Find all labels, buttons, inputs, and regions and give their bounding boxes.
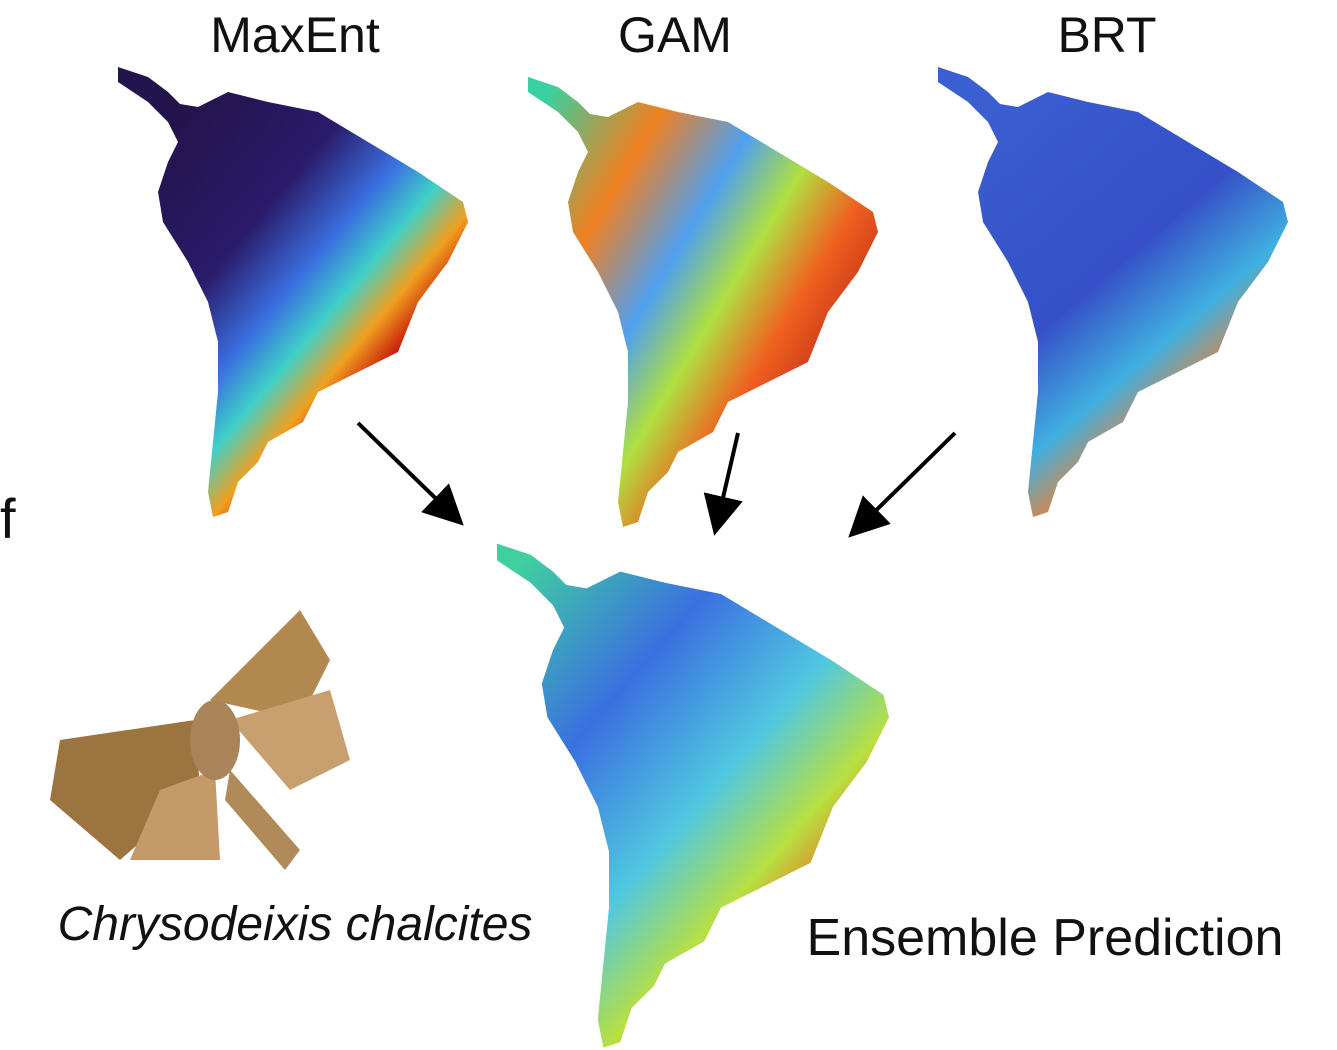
model-title: BRT — [1057, 7, 1156, 63]
brt-map — [938, 67, 1288, 517]
model-title: MaxEnt — [210, 7, 380, 63]
maxent-map — [118, 67, 468, 517]
model-title: GAM — [618, 7, 732, 63]
ensemble-map — [497, 543, 889, 1048]
moth-image — [50, 610, 350, 870]
panel-label: f — [0, 487, 16, 550]
gam-map — [528, 77, 878, 527]
ensemble-title: Ensemble Prediction — [807, 909, 1284, 967]
species-name: Chrysodeixis chalcites — [58, 898, 533, 951]
arrows — [356, 421, 957, 538]
